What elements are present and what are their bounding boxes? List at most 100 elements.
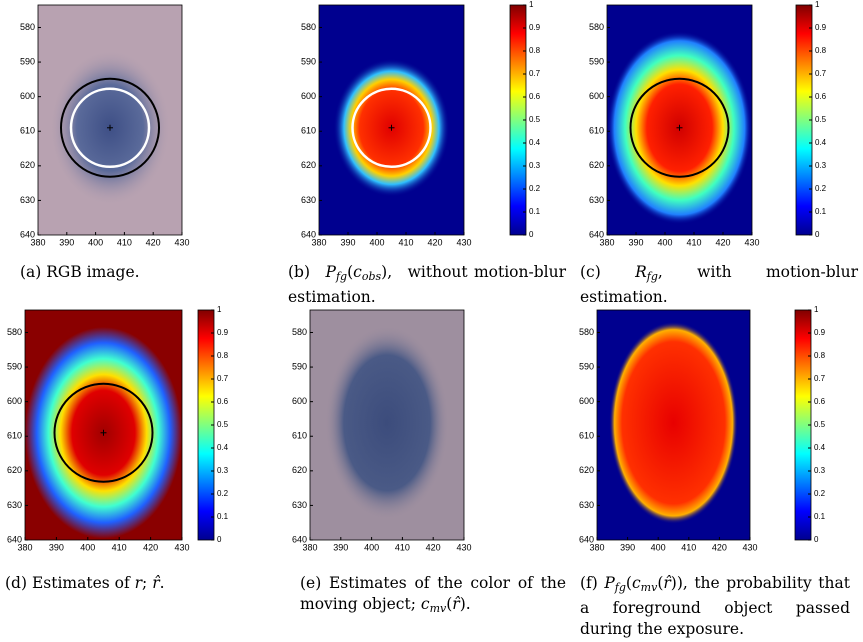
x-tick-label: 400 [651,542,666,552]
axes-frame [606,4,753,236]
x-tick-label: 390 [628,237,643,247]
black-circle [53,382,154,483]
colorbar-tick-label: 0.5 [529,115,541,124]
x-tick-label: 420 [715,237,730,247]
caption-part: r̂ [152,574,160,592]
colorbar-tick-label: 0.8 [529,46,541,55]
y-tick-label: 580 [7,327,22,337]
caption-part: (b) [288,263,326,281]
white-circle [69,87,151,169]
y-tick-label: 580 [589,22,604,32]
y-tick-label: 610 [7,431,22,441]
caption-part: r̂ [452,595,460,613]
x-tick-label: 420 [426,542,441,552]
y-tick-label: 610 [20,126,35,136]
colorbar-tick-label: 0.7 [814,374,826,383]
axes-frame [24,309,183,541]
x-tick-label: 410 [686,237,701,247]
colorbar-tick-label: 0.8 [815,46,827,55]
x-tick-label: 420 [427,237,442,247]
axes-frame [309,309,465,541]
y-tick-label: 600 [7,396,22,406]
caption-part: mv [429,602,447,615]
caption-part: ), without motion-blur estimation. [288,263,566,306]
colorbar-tick-label: 0.5 [217,420,229,429]
y-tick-label: 610 [589,126,604,136]
x-tick-label: 410 [398,237,413,247]
colorbar-tick-label: 0.6 [815,92,827,101]
x-tick-label: 400 [80,542,95,552]
y-tick-label: 610 [579,431,594,441]
caption-part: (d) Estimates of [5,574,135,592]
caption-part: ( [347,263,354,281]
x-tick-label: 390 [59,237,74,247]
y-tick-label: 630 [301,195,316,205]
caption: (f) Pfg(cmv(r̂)), the probability that a… [580,573,850,640]
panel: 380 390 400 410 420 430 580 590 600 610 620 630 640 0… [7,305,229,552]
panel: 380 390 400 410 420 430 580 590 600 610 620 630 640 [20,4,190,247]
colorbar-tick-label: 0.9 [529,23,541,32]
caption-part: ( [657,574,664,592]
colorbar-tick-label: 1 [529,0,534,9]
caption: (b) Pfg(cobs), without motion-blur estim… [288,262,566,308]
colorbar-tick-label: 0.9 [814,328,826,337]
x-tick-label: 420 [146,237,161,247]
colorbar-tick-label: 0 [815,230,820,239]
caption-part: ; [142,574,153,592]
caption-part: P [604,574,615,592]
y-tick-label: 580 [579,327,594,337]
caption-part: R [635,263,647,281]
y-tick-label: 620 [292,465,307,475]
x-tick-label: 410 [395,542,410,552]
y-tick-label: 620 [589,160,604,170]
y-tick-label: 640 [589,229,604,239]
x-tick-label: 400 [364,542,379,552]
axes-frame [318,4,465,236]
colorbar-tick-label: 1 [814,305,819,314]
x-tick-label: 390 [340,237,355,247]
y-tick-label: 640 [301,229,316,239]
x-tick-label: 390 [333,542,348,552]
x-tick-label: 380 [30,237,45,247]
caption-part: mv [640,581,658,594]
x-tick-label: 400 [369,237,384,247]
y-tick-label: 620 [20,160,35,170]
caption-part: ). [459,595,471,613]
x-tick-label: 380 [17,542,32,552]
colorbar-tick-label: 0.6 [814,397,826,406]
colorbar-tick-label: 0.3 [815,161,827,170]
y-tick-label: 580 [20,22,35,32]
caption-part: c [631,574,641,592]
colorbar-tick-label: 0.7 [815,69,827,78]
panel: 380 390 400 410 420 430 580 590 600 610 620 630 640 [292,309,472,552]
colorbar-tick-label: 0.4 [814,443,826,452]
y-tick-label: 590 [579,361,594,371]
colorbar-tick-label: 0 [217,535,222,544]
y-tick-label: 630 [589,195,604,205]
y-tick-label: 600 [301,91,316,101]
y-tick-label: 630 [579,500,594,510]
caption-part: c [420,595,430,613]
y-tick-label: 640 [20,229,35,239]
colorbar-tick-label: 0.3 [814,466,826,475]
caption: (a) RGB image. [20,262,220,283]
caption: (e) Estimates of the color of the moving… [300,573,566,619]
y-tick-label: 600 [589,91,604,101]
caption-part: r̂ [663,574,671,592]
y-tick-label: 630 [7,500,22,510]
colorbar-tick-label: 0.1 [814,512,826,521]
colorbar-tick-label: 1 [815,0,820,9]
x-tick-label: 390 [49,542,64,552]
colorbar-tick-label: 1 [217,305,222,314]
x-tick-label: 410 [117,237,132,247]
x-tick-label: 410 [681,542,696,552]
axes-frame [37,4,183,236]
caption-part: c [353,263,362,281]
colorbar-tick-label: 0 [529,230,534,239]
y-tick-label: 640 [579,534,594,544]
colorbar-tick-label: 0.1 [529,207,541,216]
y-tick-label: 630 [20,195,35,205]
x-tick-label: 380 [302,542,317,552]
caption-part: r [134,574,143,592]
colorbar-tick-label: 0.4 [529,138,541,147]
